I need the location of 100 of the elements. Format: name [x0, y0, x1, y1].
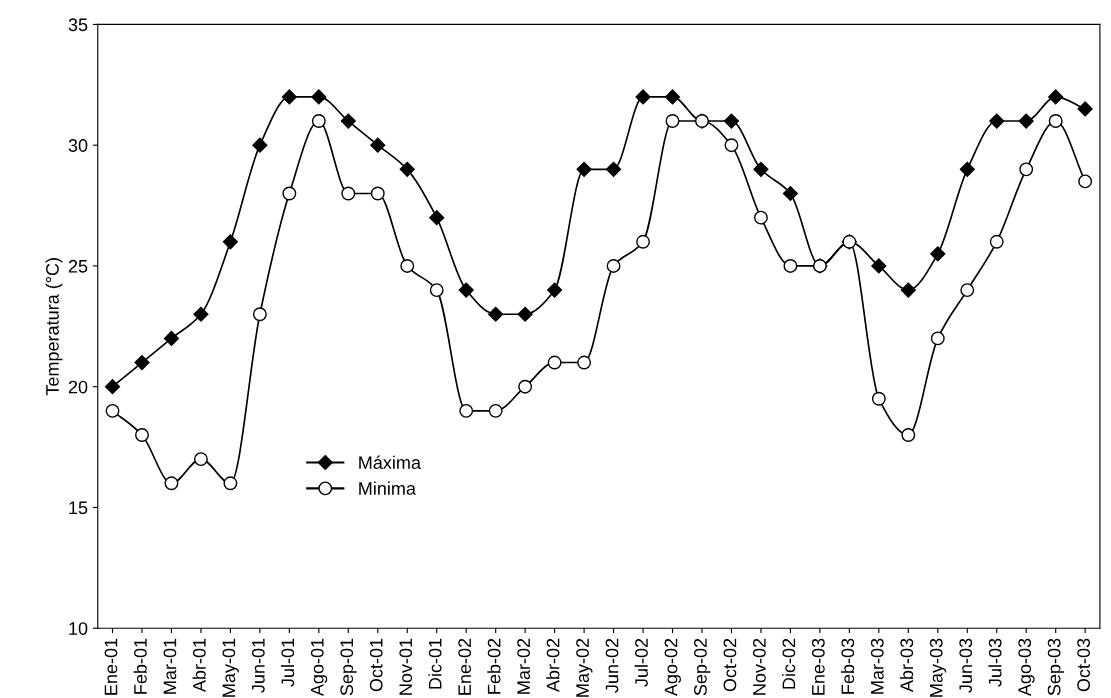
- x-tick-label: May-03: [929, 638, 947, 697]
- point: [636, 234, 650, 249]
- point: [1077, 101, 1093, 117]
- point: [134, 354, 150, 371]
- point: [959, 161, 975, 177]
- point: [223, 476, 238, 491]
- y-axis-title: Temperatura (°C): [45, 258, 63, 396]
- point: [1078, 174, 1093, 189]
- y-tick-label: 35: [68, 18, 88, 32]
- point: [577, 355, 592, 370]
- x-tick-label: May-02: [576, 638, 593, 697]
- point: [429, 210, 445, 226]
- point: [517, 306, 533, 322]
- x-tick-label: Oct-03: [1077, 638, 1090, 692]
- point: [429, 283, 444, 298]
- x-tick-label: Jul-03: [988, 638, 1002, 687]
- x-tick-label: Mar-01: [163, 638, 177, 694]
- point: [1048, 114, 1063, 128]
- legend-label: Minima: [359, 481, 416, 495]
- x-tick-label: Feb-01: [133, 638, 147, 694]
- x-tick-label: Oct-02: [723, 638, 737, 692]
- point: [605, 161, 622, 177]
- point: [193, 452, 208, 467]
- point: [518, 379, 533, 394]
- point: [930, 246, 946, 262]
- point: [1018, 113, 1034, 129]
- x-tick-label: Jun-02: [605, 638, 619, 693]
- point: [782, 185, 798, 202]
- x-tick-label: Jul-01: [280, 638, 295, 687]
- point: [311, 114, 326, 128]
- point: [753, 161, 769, 177]
- x-tick-label: Abr-03: [899, 638, 914, 693]
- point: [723, 113, 740, 129]
- x-tick-label: Ene-02: [458, 638, 472, 695]
- y-tick-label: 30: [68, 139, 88, 152]
- point: [1019, 162, 1034, 177]
- point: [753, 210, 768, 225]
- x-tick-label: Nov-01: [399, 638, 413, 695]
- x-tick-label: Ago-01: [310, 638, 328, 697]
- x-tick-label: Ago-03: [1018, 638, 1035, 697]
- point: [665, 114, 680, 128]
- point: [635, 89, 651, 105]
- x-tick-label: Ago-02: [664, 638, 681, 697]
- x-tick-label: Jun-03: [959, 638, 973, 693]
- x-tick-label: Feb-02: [487, 638, 501, 694]
- x-tick-label: Jul-02: [634, 638, 648, 687]
- point: [163, 330, 180, 346]
- point: [400, 258, 415, 273]
- point: [960, 283, 975, 298]
- x-tick-label: Mar-03: [870, 638, 884, 694]
- point: [222, 234, 238, 250]
- point: [724, 138, 739, 153]
- x-tick-label: Sep-02: [694, 638, 711, 696]
- point: [930, 331, 945, 346]
- x-tick-label: Abr-01: [192, 638, 206, 693]
- point: [370, 137, 386, 153]
- y-tick-label: 25: [68, 259, 88, 273]
- point: [664, 89, 681, 105]
- point: [488, 306, 504, 322]
- point: [282, 186, 297, 201]
- point: [547, 282, 563, 298]
- y-tick-label: 10: [69, 622, 88, 635]
- point: [341, 186, 356, 201]
- x-tick-label: Abr-02: [546, 638, 560, 693]
- x-tick-label: May-01: [222, 638, 239, 697]
- x-tick-label: Ene-03: [811, 638, 825, 695]
- x-tick-label: Jun-01: [251, 638, 265, 693]
- point: [989, 113, 1005, 129]
- y-tick-label: 20: [68, 380, 88, 394]
- point: [252, 137, 268, 153]
- point: [606, 258, 621, 273]
- point: [370, 186, 385, 201]
- x-tick-label: Ene-01: [104, 638, 118, 695]
- point: [458, 282, 474, 298]
- point: [252, 307, 267, 322]
- point: [459, 403, 474, 418]
- x-tick-label: Sep-01: [340, 638, 357, 696]
- point: [488, 403, 503, 418]
- point: [340, 113, 356, 129]
- point: [311, 89, 327, 105]
- point: [1048, 89, 1064, 105]
- point: [901, 428, 916, 442]
- point: [193, 306, 209, 322]
- point: [135, 428, 149, 442]
- legend-label: Máxima: [359, 455, 421, 469]
- x-tick-label: Oct-01: [369, 638, 383, 692]
- point: [104, 379, 121, 395]
- x-tick-label: Dic-02: [782, 638, 796, 689]
- point: [900, 282, 916, 298]
- point: [989, 234, 1004, 249]
- x-tick-label: Dic-01: [428, 638, 442, 689]
- point: [105, 403, 120, 418]
- x-tick-label: Sep-03: [1047, 638, 1065, 696]
- x-tick-label: Nov-02: [753, 638, 766, 695]
- x-tick-label: Feb-03: [840, 638, 855, 694]
- point: [547, 355, 562, 370]
- point: [783, 258, 798, 273]
- point: [399, 161, 415, 177]
- point: [164, 476, 179, 491]
- x-tick-label: Mar-02: [517, 638, 530, 694]
